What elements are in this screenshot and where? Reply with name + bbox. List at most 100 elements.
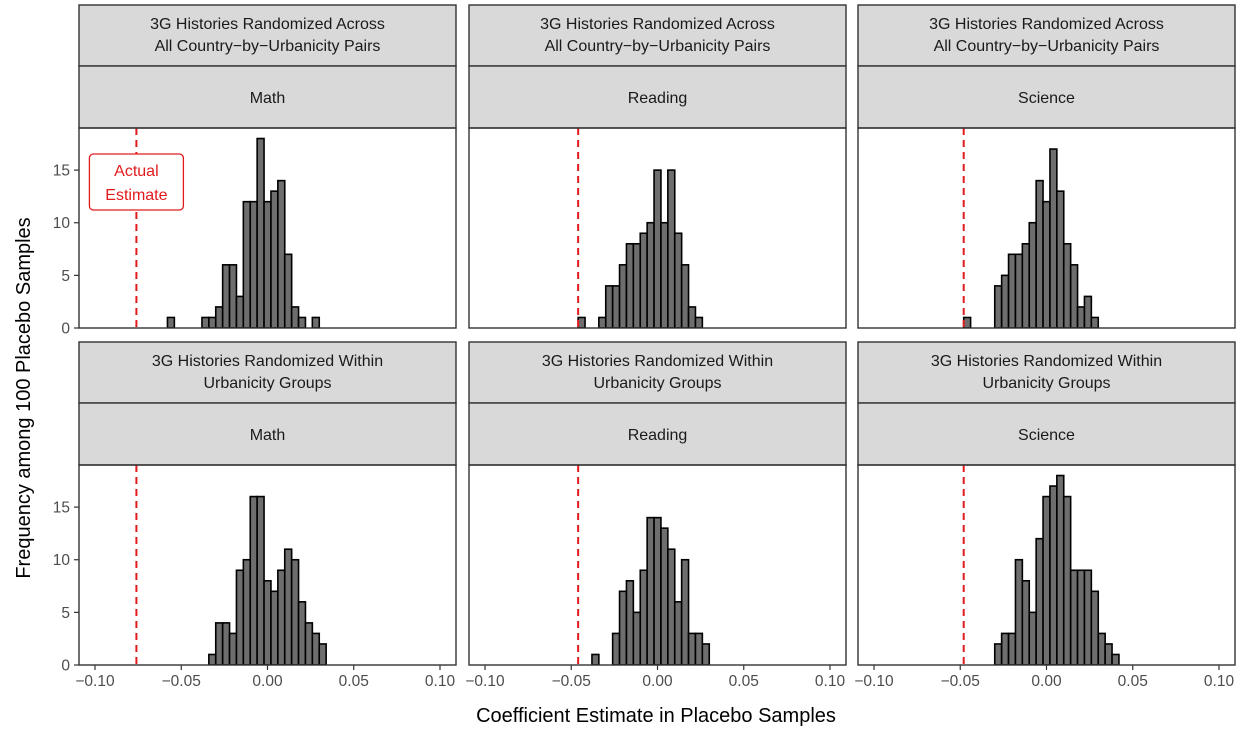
strip-row-label-line-2: Urbanicity Groups bbox=[593, 375, 721, 392]
strip-row-label-line-1: 3G Histories Randomized Within bbox=[542, 353, 773, 370]
histogram-bar bbox=[242, 200, 252, 328]
strip-subject-label: Reading bbox=[628, 90, 688, 107]
histogram-bar bbox=[1097, 632, 1106, 665]
histogram-bar bbox=[249, 200, 258, 328]
histogram-bar bbox=[993, 643, 1003, 665]
histogram-bar bbox=[611, 285, 621, 328]
histogram-bar bbox=[577, 316, 586, 328]
strip-row-label-line-1: 3G Histories Randomized Across bbox=[150, 16, 385, 33]
histogram-bar bbox=[228, 632, 238, 665]
x-tick-label: −0.10 bbox=[465, 673, 505, 690]
histogram-bar bbox=[632, 611, 642, 665]
facet-panel-0-0: 3G Histories Randomized Across All Countr… bbox=[53, 4, 457, 338]
histogram-bar bbox=[318, 643, 327, 665]
histogram-bar bbox=[208, 316, 217, 328]
histogram-bar bbox=[1014, 558, 1024, 665]
histogram-bar bbox=[673, 232, 683, 328]
strip-row-label-box bbox=[857, 341, 1236, 404]
histogram-bar bbox=[660, 527, 669, 665]
plot-area bbox=[135, 465, 327, 665]
histogram-bar bbox=[297, 601, 307, 665]
histogram-bar bbox=[1000, 274, 1010, 328]
y-axis-title: Frequency among 100 Placebo Samples bbox=[13, 217, 35, 578]
strip-row-label-line-1: 3G Histories Randomized Within bbox=[931, 353, 1162, 370]
x-tick-label: 0.05 bbox=[1118, 673, 1148, 690]
histogram-bar bbox=[604, 285, 614, 328]
strip-row-label-box bbox=[78, 341, 457, 404]
histogram-bar bbox=[1056, 190, 1065, 328]
strip-row-label-line-2: Urbanicity Groups bbox=[203, 375, 331, 392]
histogram-bar bbox=[283, 253, 293, 328]
histogram-bar bbox=[639, 232, 648, 328]
histogram-bar bbox=[1069, 569, 1079, 665]
strip-row-label-line-2: All Country−by−Urbanicity Pairs bbox=[155, 38, 381, 55]
plot-area bbox=[577, 128, 704, 328]
y-tick-label: 0 bbox=[61, 658, 70, 675]
y-tick-label: 15 bbox=[53, 163, 70, 180]
histogram-bar bbox=[1069, 264, 1079, 328]
histogram-bar bbox=[1062, 495, 1072, 665]
histogram-bar bbox=[962, 316, 972, 328]
annotation-text-line-2: Estimate bbox=[105, 187, 167, 204]
histogram-bar bbox=[1007, 253, 1017, 328]
histogram-bar bbox=[1049, 485, 1058, 665]
histogram-bar bbox=[1021, 242, 1031, 328]
facet-panel-1-2: 3G Histories Randomized Within Urbanicity… bbox=[854, 341, 1236, 690]
x-tick-label: 0.10 bbox=[425, 673, 456, 690]
histogram-bar bbox=[1076, 569, 1086, 665]
x-tick-label: 0.05 bbox=[729, 673, 759, 690]
strip-subject-label-box bbox=[468, 65, 847, 129]
facet-panel-1-1: 3G Histories Randomized Within Urbanicity… bbox=[465, 341, 847, 690]
panels-layer: 3G Histories Randomized Across All Countr… bbox=[53, 4, 1236, 690]
histogram-bar bbox=[235, 569, 245, 665]
histogram-bar bbox=[1049, 148, 1058, 328]
histogram-bar bbox=[687, 632, 697, 665]
x-tick-label: 0.10 bbox=[815, 673, 846, 690]
plot-area bbox=[962, 128, 1100, 328]
histogram-bar bbox=[249, 495, 258, 665]
histogram-bar bbox=[1056, 474, 1065, 665]
histogram-bar bbox=[653, 169, 662, 328]
histogram-bar bbox=[1090, 316, 1100, 328]
histogram-bar bbox=[256, 495, 265, 665]
x-tick-label: −0.10 bbox=[854, 673, 894, 690]
histogram-bar bbox=[598, 316, 607, 328]
histogram-bar bbox=[1007, 632, 1017, 665]
strip-row-label-box bbox=[468, 4, 847, 67]
y-tick-label: 0 bbox=[61, 321, 70, 338]
annotation-box bbox=[88, 153, 185, 211]
histogram-bar bbox=[625, 242, 635, 328]
strip-row-label-line-2: Urbanicity Groups bbox=[982, 375, 1110, 392]
x-tick-label: 0.00 bbox=[642, 673, 673, 690]
strip-row-label-box bbox=[857, 4, 1236, 67]
histogram-bar bbox=[611, 632, 621, 665]
plot-area bbox=[135, 128, 321, 328]
histogram-bar bbox=[270, 590, 279, 665]
plot-area bbox=[577, 465, 711, 665]
histogram-bar bbox=[680, 558, 690, 665]
histogram-bar bbox=[242, 558, 252, 665]
histogram-bar bbox=[646, 516, 655, 665]
strip-subject-label-box bbox=[78, 402, 457, 466]
strip-subject-label-box bbox=[468, 402, 847, 466]
strip-row-label-line-1: 3G Histories Randomized Across bbox=[540, 16, 775, 33]
histogram-bar bbox=[667, 169, 676, 328]
histogram-bar bbox=[214, 306, 224, 328]
histogram-bar bbox=[1083, 295, 1093, 328]
histogram-bar bbox=[1021, 579, 1031, 665]
histogram-bar bbox=[618, 264, 628, 328]
histogram-bar bbox=[673, 601, 683, 665]
histogram-bar bbox=[235, 295, 245, 328]
histogram-bar bbox=[680, 264, 690, 328]
histogram-bar bbox=[228, 264, 238, 328]
histogram-bar bbox=[277, 569, 286, 665]
facet-panel-0-2: 3G Histories Randomized Across All Countr… bbox=[857, 4, 1236, 329]
histogram-bar bbox=[694, 316, 704, 328]
histogram-bar bbox=[1062, 242, 1072, 328]
histogram-bar bbox=[221, 622, 231, 665]
strip-subject-label: Science bbox=[1018, 427, 1075, 444]
panel-border bbox=[857, 127, 1236, 329]
histogram-bar bbox=[653, 516, 662, 665]
annotation-text-line-1: Actual bbox=[114, 163, 158, 180]
